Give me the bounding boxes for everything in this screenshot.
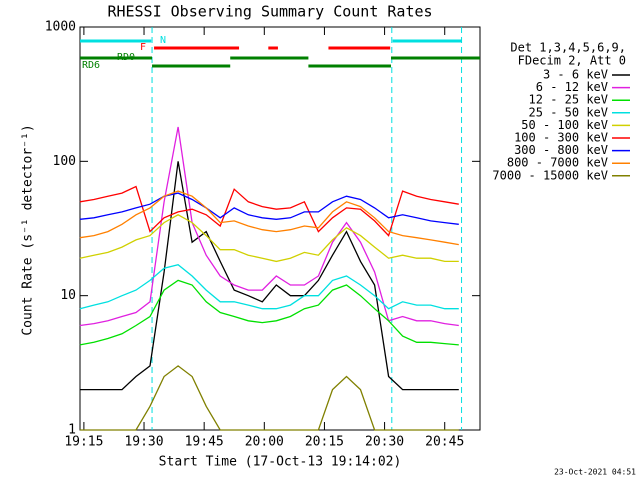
- y-tick-label: 1: [68, 423, 76, 438]
- x-tick-label: 20:15: [305, 435, 344, 450]
- x-axis-label: Start Time (17-Oct-13 19:14:02): [159, 455, 402, 470]
- chart-title: RHESSI Observing Summary Count Rates: [107, 3, 432, 21]
- series-line: [79, 126, 459, 327]
- legend-label: 6 - 12 keV: [536, 80, 608, 94]
- legend-label: 7000 - 15000 keV: [492, 168, 608, 182]
- legend-label: 100 - 300 keV: [514, 131, 608, 145]
- y-tick-label: 1000: [45, 20, 76, 35]
- x-tick-label: 20:45: [425, 435, 464, 450]
- series-line: [79, 365, 459, 431]
- legend-label: 800 - 7000 keV: [507, 156, 608, 170]
- y-tick-label: 10: [60, 288, 76, 303]
- legend-label: 300 - 800 keV: [514, 143, 608, 157]
- series-line: [79, 279, 459, 346]
- legend-label: 12 - 25 keV: [529, 93, 608, 107]
- flag-label: RD0: [117, 52, 135, 63]
- legend-header: FDecim 2, Att 0: [518, 54, 626, 68]
- series-line: [79, 214, 459, 263]
- series-line: [79, 161, 459, 391]
- legend-label: 3 - 6 keV: [543, 68, 608, 82]
- x-tick-label: 19:30: [124, 435, 163, 450]
- y-tick-label: 100: [53, 154, 76, 169]
- x-tick-label: 19:15: [64, 435, 103, 450]
- footer: 23-Oct-2021 04:51: [554, 468, 636, 477]
- series-line: [79, 190, 459, 246]
- x-tick-label: 20:30: [365, 435, 404, 450]
- x-tick-label: 20:00: [245, 435, 284, 450]
- flag-label: RD6: [82, 60, 100, 71]
- series-line: [79, 192, 459, 225]
- legend-label: 25 - 50 keV: [529, 105, 608, 119]
- flag-label: F: [140, 42, 146, 53]
- legend-header: Det 1,3,4,5,6,9,: [510, 41, 626, 55]
- series-line: [79, 185, 459, 237]
- flag-label: N: [160, 35, 166, 46]
- y-axis-label: Count Rate (s⁻¹ detector⁻¹): [21, 124, 36, 335]
- legend-label: 50 - 100 keV: [521, 118, 608, 132]
- x-tick-label: 19:45: [185, 435, 224, 450]
- series-line: [79, 263, 459, 310]
